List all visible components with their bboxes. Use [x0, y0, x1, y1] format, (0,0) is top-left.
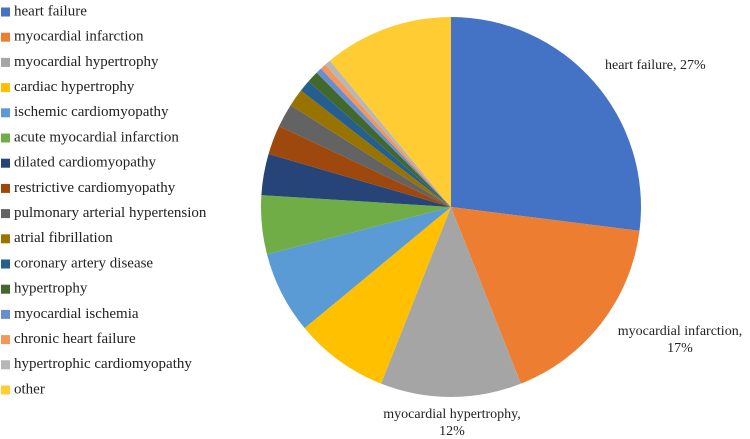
legend-label: atrial fibrillation: [14, 230, 113, 246]
legend-swatch: [1, 234, 10, 244]
pie-slice: [290, 90, 451, 207]
legend-label: hypertrophy: [14, 281, 88, 297]
pie-slice: [316, 68, 451, 207]
legend-label: acute myocardial infarction: [14, 129, 179, 145]
legend-swatch: [1, 158, 10, 168]
legend-label: myocardial ischemia: [14, 306, 139, 322]
legend-swatch: [1, 7, 10, 17]
legend-swatch: [1, 108, 10, 118]
legend-swatch: [1, 32, 10, 42]
pie-slice: [451, 207, 640, 384]
data-label: myocardial hypertrophy, 12%: [383, 407, 521, 439]
pie-slice: [268, 126, 451, 207]
pie-slice: [304, 207, 451, 384]
legend-swatch: [1, 284, 10, 294]
legend-swatch: [1, 360, 10, 370]
pie-slice: [266, 207, 451, 329]
legend-label: coronary artery disease: [14, 255, 153, 271]
pie-slice: [451, 17, 641, 231]
legend-swatch: [1, 83, 10, 93]
legend-label: pulmonary arterial hypertension: [14, 205, 207, 221]
legend-label: dilated cardiomyopathy: [14, 155, 157, 171]
legend-label: ischemic cardiomyopathy: [14, 104, 169, 120]
pie-slice: [320, 64, 451, 207]
legend-swatch: [1, 309, 10, 319]
pie-slice: [261, 153, 451, 207]
pie-slice: [308, 72, 451, 207]
legend-label: cardiac hypertrophy: [14, 79, 135, 95]
legend-swatch: [1, 259, 10, 269]
legend-swatch: [1, 335, 10, 345]
legend-label: chronic heart failure: [14, 331, 136, 347]
legend-label: other: [14, 381, 45, 397]
legend-label: heart failure: [14, 3, 87, 19]
data-label: heart failure, 27%: [605, 58, 706, 73]
legend-label: hypertrophic cardiomyopathy: [14, 356, 192, 372]
legend-swatch: [1, 209, 10, 219]
legend-label: restrictive cardiomyopathy: [14, 180, 176, 196]
pie-slice: [381, 207, 521, 398]
legend-label: myocardial infarction: [14, 29, 144, 45]
pie-slice: [329, 17, 451, 207]
legend-swatch: [1, 57, 10, 67]
legend-label: myocardial hypertrophy: [14, 54, 159, 70]
pie-slice: [279, 105, 451, 207]
pie-slice: [300, 81, 451, 207]
legend-swatch: [1, 385, 10, 395]
pie-slice: [260, 195, 451, 255]
pie-slice: [325, 60, 451, 208]
legend-swatch: [1, 183, 10, 193]
data-label: myocardial infarction, 17%: [617, 324, 743, 356]
legend-swatch: [1, 133, 10, 143]
